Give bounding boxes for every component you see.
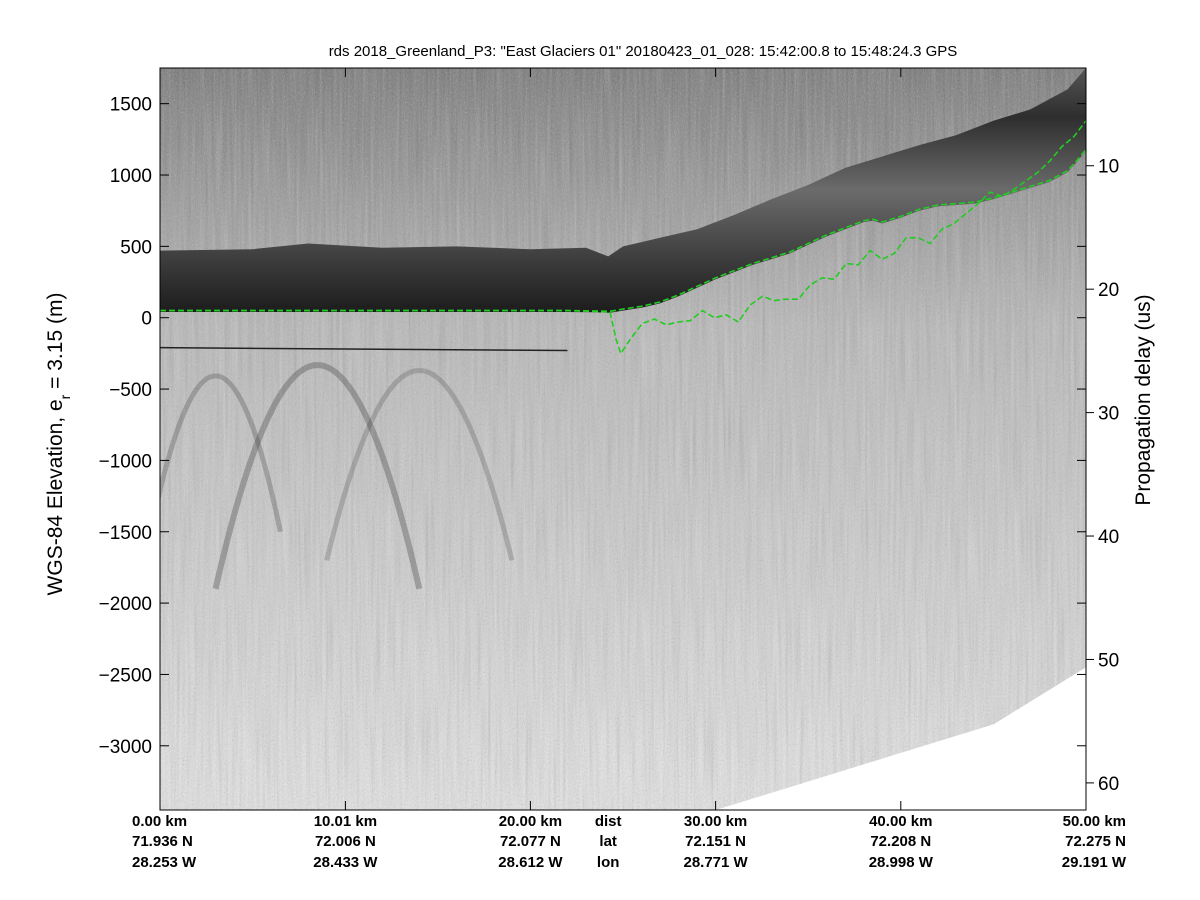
bottom-lat-label: 72.208 N (870, 833, 931, 850)
bottom-dist-label: 30.00 km (684, 813, 747, 830)
row-label-lat: lat (599, 833, 617, 850)
left-tick-label: −2500 (99, 665, 152, 686)
left-axis-ticks: 1500 1000 500 0 −500 −1000 −1500 −2000 −2500 −300… (99, 95, 1086, 758)
bottom-lon-label: 28.253 W (132, 854, 197, 871)
bottom-dist-label: 20.00 km (499, 813, 562, 830)
bottom-lon-label: 28.612 W (498, 854, 563, 871)
bottom-layer-line (160, 120, 1086, 356)
bed-floor-region (715, 667, 1086, 810)
bottom-dist-label: 10.01 km (314, 813, 377, 830)
right-tick-label: 20 (1098, 280, 1119, 301)
chart-title: rds 2018_Greenland_P3: "East Glaciers 01… (329, 43, 958, 60)
right-axis-label: Propagation delay (us) (1132, 294, 1155, 505)
row-label-dist: dist (595, 813, 622, 830)
bottom-lat-label: 72.275 N (1065, 833, 1126, 850)
left-tick-label: 0 (141, 309, 152, 330)
diffraction-hyperbola (212, 362, 423, 590)
bottom-lon-label: 28.771 W (683, 854, 748, 871)
right-tick-label: 30 (1098, 404, 1119, 425)
left-tick-label: −1500 (99, 523, 152, 544)
bottom-lon-label: 28.433 W (313, 854, 378, 871)
left-tick-label: −2000 (99, 594, 152, 615)
right-axis-ticks: 10 20 30 40 50 60 (1086, 157, 1119, 795)
bottom-lon-label: 29.191 W (1062, 854, 1127, 871)
left-tick-label: 1000 (110, 166, 152, 187)
left-axis-label-suffix: = 3.15 (m) (44, 293, 67, 395)
row-label-lon: lon (597, 854, 620, 871)
right-tick-label: 50 (1098, 650, 1119, 671)
left-axis-label-subscript: r (57, 394, 73, 399)
left-axis-label: WGS-84 Elevation, er = 3.15 (m) (44, 293, 73, 596)
bottom-dist-label: 40.00 km (869, 813, 932, 830)
bottom-lat-label: 71.936 N (132, 833, 193, 850)
bottom-lon-label: 28.998 W (869, 854, 934, 871)
right-tick-label: 60 (1098, 774, 1119, 795)
bottom-dist-label: 50.00 km (1063, 813, 1126, 830)
axes-box (159, 67, 1087, 811)
right-tick-label: 40 (1098, 527, 1119, 548)
left-tick-label: −3000 (99, 737, 152, 758)
bottom-dist-label: 0.00 km (132, 813, 187, 830)
left-tick-label: −1000 (99, 451, 152, 472)
bottom-lat-label: 72.077 N (500, 833, 561, 850)
ice-surface-band (160, 68, 1086, 313)
bottom-lat-label: 72.151 N (685, 833, 746, 850)
plot-area (160, 68, 1086, 810)
diffraction-hyperbola (324, 368, 515, 561)
right-tick-label: 10 (1098, 157, 1119, 178)
left-tick-label: 500 (120, 237, 152, 258)
bottom-axis-ticks: 0.00 km 71.936 N 28.253 W 10.01 km 72.006 N 2… (132, 68, 1127, 871)
left-tick-label: −500 (109, 380, 152, 401)
left-axis-label-prefix: WGS-84 Elevation, e (44, 399, 67, 595)
bottom-lat-label: 72.006 N (315, 833, 376, 850)
diffraction-hyperbola (160, 373, 283, 533)
multiple-echo-line (160, 346, 568, 352)
left-tick-label: 1500 (110, 95, 152, 116)
surface-layer-line (160, 148, 1086, 313)
